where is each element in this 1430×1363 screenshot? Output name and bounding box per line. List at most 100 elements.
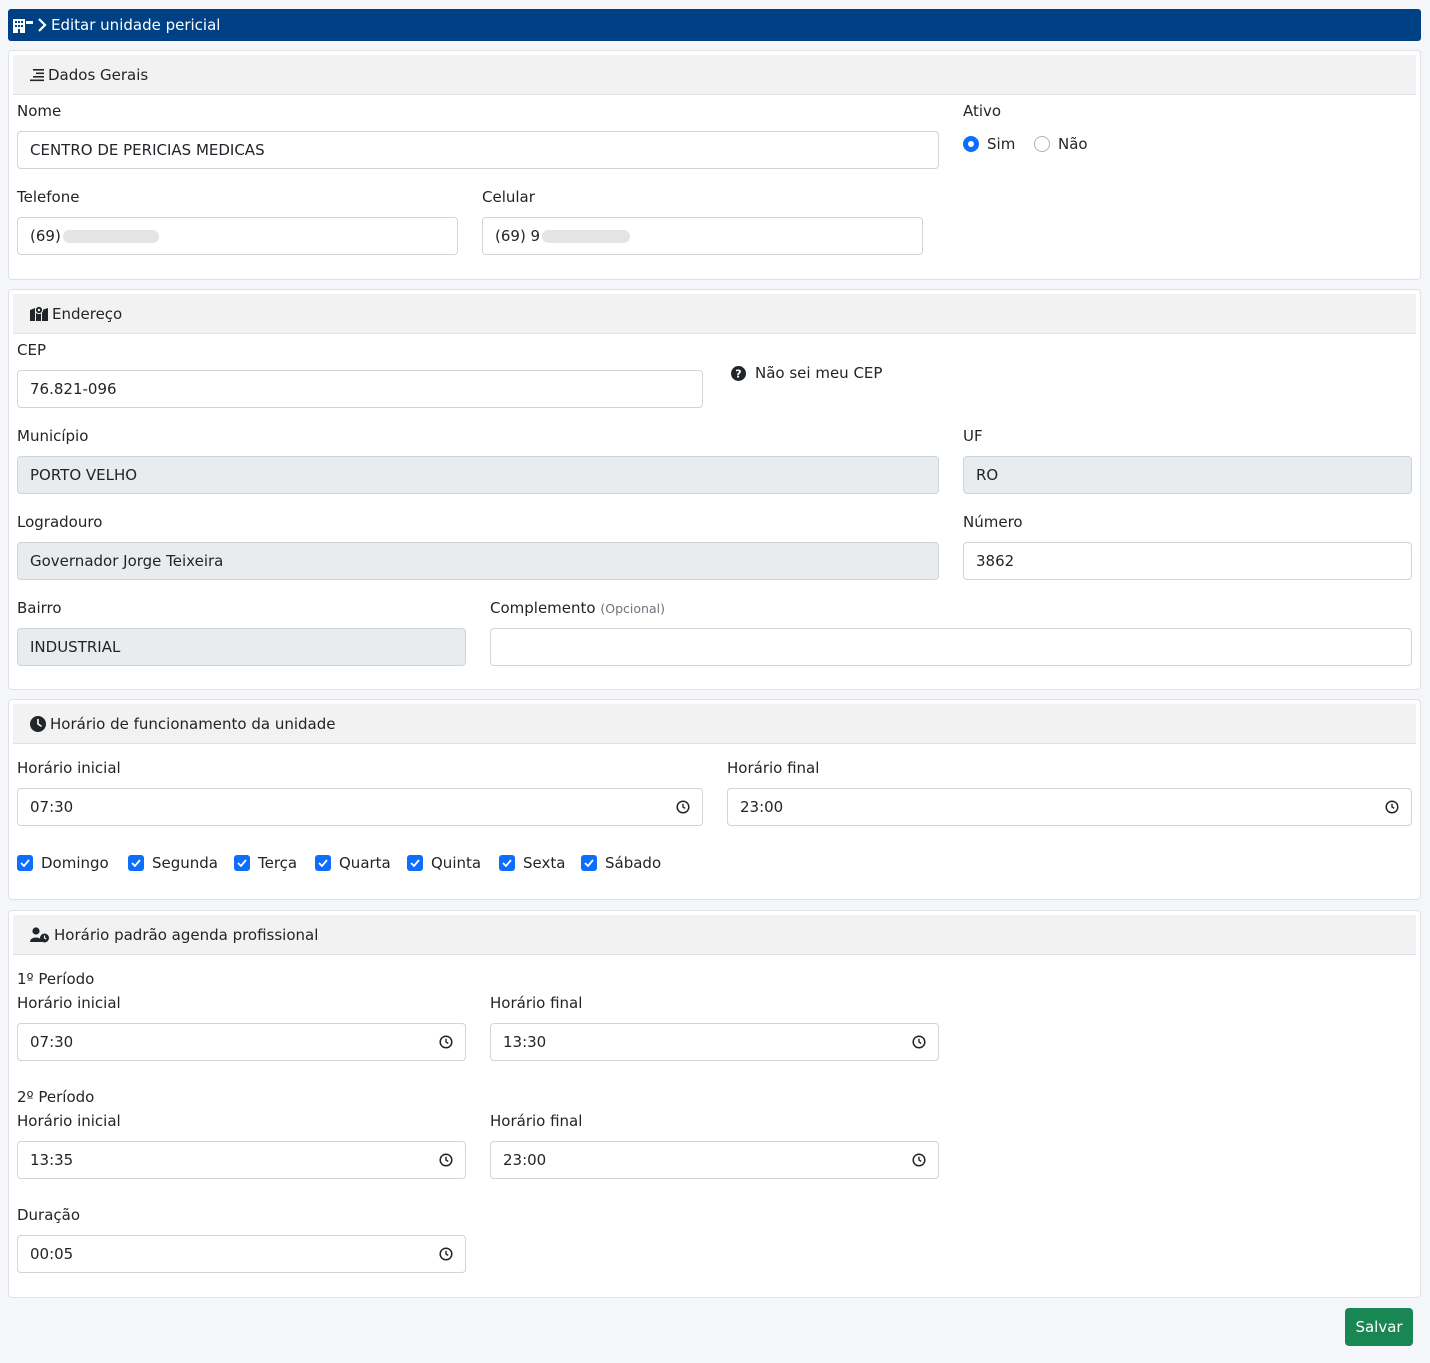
celular-value: (69) 9 (495, 227, 541, 245)
dados-gerais-header: Dados Gerais (13, 55, 1416, 95)
day-label: Sexta (523, 854, 566, 872)
bairro-value: INDUSTRIAL (30, 638, 121, 656)
day-checkbox-quarta[interactable]: Quarta (315, 854, 391, 872)
check-icon (128, 855, 144, 871)
radio-checked-indicator (963, 136, 979, 152)
celular-label: Celular (482, 188, 535, 206)
day-checkbox-sexta[interactable]: Sexta (499, 854, 565, 872)
numero-input[interactable]: 3862 (963, 542, 1412, 580)
nome-input[interactable]: CENTRO DE PERICIAS MEDICAS (17, 131, 939, 169)
uf-label: UF (963, 427, 983, 445)
check-icon (581, 855, 597, 871)
agenda-header: Horário padrão agenda profissional (13, 915, 1416, 955)
day-label: Terça (258, 854, 298, 872)
duracao-label: Duração (17, 1206, 81, 1224)
map-icon (30, 306, 48, 321)
endereco-header: Endereço (13, 294, 1416, 334)
save-button[interactable]: Salvar (1345, 1308, 1413, 1346)
complemento-input[interactable] (490, 628, 1412, 666)
day-checkbox-domingo[interactable]: Domingo (17, 854, 109, 872)
clock-icon[interactable] (912, 1035, 926, 1049)
p1-inicial-label: Horário inicial (17, 994, 121, 1012)
building-icon (13, 17, 33, 33)
day-checkbox-terca[interactable]: Terça (234, 854, 297, 872)
day-label: Domingo (41, 854, 109, 872)
municipio-label: Município (17, 427, 89, 445)
p2-final-input[interactable]: 23:00 (490, 1141, 939, 1179)
day-label: Segunda (152, 854, 218, 872)
p2-inicial-input[interactable]: 13:35 (17, 1141, 466, 1179)
dados-gerais-title: Dados Gerais (48, 65, 149, 84)
check-icon (407, 855, 423, 871)
complemento-hint: (Opcional) (600, 601, 665, 616)
numero-value: 3862 (976, 552, 1015, 570)
p1-final-label: Horário final (490, 994, 583, 1012)
radio-unchecked-indicator (1034, 136, 1050, 152)
p2-inicial-label: Horário inicial (17, 1112, 121, 1130)
cep-value: 76.821-096 (30, 380, 117, 398)
clock-icon (30, 715, 46, 732)
list-icon (30, 68, 44, 82)
numero-label: Número (963, 513, 1023, 531)
day-label: Sábado (605, 854, 662, 872)
bairro-label: Bairro (17, 599, 62, 617)
func-final-label: Horário final (727, 759, 820, 777)
func-inicial-input[interactable]: 07:30 (17, 788, 703, 826)
duracao-input[interactable]: 00:05 (17, 1235, 466, 1273)
chevron-right-icon (37, 18, 47, 32)
funcionamento-header: Horário de funcionamento da unidade (13, 704, 1416, 744)
day-checkbox-sabado[interactable]: Sábado (581, 854, 661, 872)
clock-icon[interactable] (439, 1247, 453, 1261)
cep-help-text: Não sei meu CEP (755, 364, 883, 382)
cep-help-link[interactable]: ? Não sei meu CEP (731, 364, 882, 382)
svg-text:?: ? (735, 367, 741, 380)
clock-icon[interactable] (439, 1153, 453, 1167)
ativo-sim-radio[interactable]: Sim (963, 135, 1015, 153)
municipio-input: PORTO VELHO (17, 456, 939, 494)
p2-inicial-value: 13:35 (30, 1151, 74, 1169)
func-final-value: 23:00 (740, 798, 784, 816)
agenda-title: Horário padrão agenda profissional (54, 925, 319, 944)
telefone-input[interactable]: (69) (17, 217, 458, 255)
cep-input[interactable]: 76.821-096 (17, 370, 703, 408)
nome-label: Nome (17, 102, 62, 120)
func-final-input[interactable]: 23:00 (727, 788, 1412, 826)
duracao-value: 00:05 (30, 1245, 74, 1263)
complemento-label-text: Complemento (490, 599, 596, 617)
periodo-1-label: 1º Período (17, 970, 95, 988)
p1-final-input[interactable]: 13:30 (490, 1023, 939, 1061)
func-inicial-value: 07:30 (30, 798, 74, 816)
periodo-2-label: 2º Período (17, 1088, 95, 1106)
redacted-blur (542, 230, 631, 243)
check-icon (499, 855, 515, 871)
clock-icon[interactable] (1385, 800, 1399, 814)
day-checkbox-quinta[interactable]: Quinta (407, 854, 481, 872)
p2-final-value: 23:00 (503, 1151, 547, 1169)
question-circle-icon: ? (731, 365, 746, 381)
page-header: Editar unidade pericial (8, 9, 1421, 41)
uf-input: RO (963, 456, 1412, 494)
check-icon (17, 855, 33, 871)
ativo-nao-radio[interactable]: Não (1034, 135, 1088, 153)
celular-input[interactable]: (69) 9 (482, 217, 923, 255)
uf-value: RO (976, 466, 999, 484)
municipio-value: PORTO VELHO (30, 466, 138, 484)
complemento-label: Complemento (Opcional) (490, 599, 665, 617)
agenda-card: Horário padrão agenda profissional (8, 910, 1421, 1298)
day-checkbox-segunda[interactable]: Segunda (128, 854, 218, 872)
funcionamento-title: Horário de funcionamento da unidade (50, 714, 336, 733)
clock-icon[interactable] (912, 1153, 926, 1167)
func-inicial-label: Horário inicial (17, 759, 121, 777)
p1-final-value: 13:30 (503, 1033, 547, 1051)
clock-icon[interactable] (439, 1035, 453, 1049)
logradouro-label: Logradouro (17, 513, 103, 531)
clock-icon[interactable] (676, 800, 690, 814)
check-icon (315, 855, 331, 871)
ativo-label: Ativo (963, 102, 1002, 120)
bairro-input: INDUSTRIAL (17, 628, 466, 666)
nome-value: CENTRO DE PERICIAS MEDICAS (30, 141, 265, 159)
logradouro-input: Governador Jorge Teixeira (17, 542, 939, 580)
p1-inicial-input[interactable]: 07:30 (17, 1023, 466, 1061)
p2-final-label: Horário final (490, 1112, 583, 1130)
day-label: Quinta (431, 854, 482, 872)
